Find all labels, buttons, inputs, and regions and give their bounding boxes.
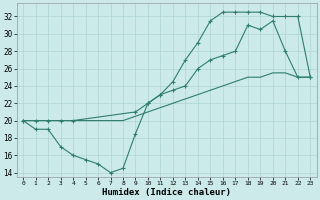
X-axis label: Humidex (Indice chaleur): Humidex (Indice chaleur) bbox=[102, 188, 231, 197]
